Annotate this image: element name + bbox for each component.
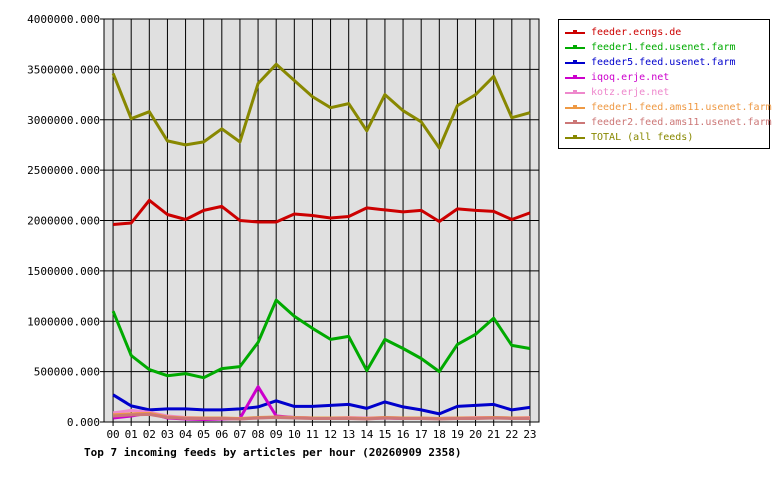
y-axis-ticks: 0.000 500000.000 1000000.000 1500000.000 200… [27, 13, 100, 429]
y-tick-label: 3500000.000 [27, 63, 100, 76]
legend-swatch [565, 75, 585, 79]
legend-label: feeder1.feed.usenet.farm [591, 42, 736, 53]
x-tick-label: 01 [125, 428, 138, 441]
series-line-0 [112, 198, 531, 226]
legend-label: iqoq.erje.net [591, 72, 670, 83]
legend: feeder.ecngs.de feeder1.feed.usenet.farm f… [558, 19, 772, 149]
x-tick-label: 14 [360, 428, 374, 441]
y-tick-label: 4000000.000 [27, 13, 100, 26]
x-tick-label: 10 [288, 428, 301, 441]
x-tick-label: 11 [306, 428, 319, 441]
y-tick-label: 0.000 [67, 416, 100, 429]
x-tick-label: 09 [270, 428, 283, 441]
x-tick-label: 17 [415, 428, 428, 441]
series-line-2 [112, 393, 531, 416]
y-tick-label: 1000000.000 [27, 315, 100, 328]
x-tick-label: 23 [523, 428, 536, 441]
x-tick-label: 16 [396, 428, 409, 441]
grid [100, 18, 539, 426]
legend-swatch [565, 120, 585, 124]
x-tick-label: 03 [161, 428, 174, 441]
x-tick-label: 22 [505, 428, 518, 441]
x-tick-label: 20 [469, 428, 482, 441]
y-tick-label: 3000000.000 [27, 114, 100, 127]
legend-swatch [565, 45, 585, 49]
x-axis-ticks: 00 01 02 03 04 05 06 07 08 09 10 11 12 13 14 15 16 17 18 19… [106, 428, 536, 441]
x-tick-label: 00 [106, 428, 119, 441]
x-tick-label: 06 [215, 428, 228, 441]
x-tick-label: 02 [143, 428, 156, 441]
x-tick-label: 04 [179, 428, 193, 441]
legend-label: kotz.erje.net [591, 87, 670, 98]
x-tick-label: 07 [233, 428, 246, 441]
series-line-6 [113, 412, 530, 421]
y-tick-label: 1500000.000 [27, 265, 100, 278]
legend-label: TOTAL (all feeds) [591, 132, 694, 143]
legend-label: feeder1.feed.ams11.usenet.farm [591, 102, 772, 113]
legend-label: feeder5.feed.usenet.farm [591, 57, 736, 68]
x-tick-label: 18 [433, 428, 446, 441]
x-tick-label: 21 [487, 428, 500, 441]
legend-label: feeder.ecngs.de [591, 27, 682, 38]
series-lines [111, 62, 531, 421]
x-tick-label: 15 [378, 428, 391, 441]
legend-swatch [565, 60, 585, 64]
legend-swatch [565, 90, 585, 94]
legend-swatch [565, 135, 585, 139]
x-tick-label: 19 [451, 428, 464, 441]
y-tick-label: 500000.000 [34, 366, 100, 379]
x-tick-label: 08 [251, 428, 264, 441]
x-tick-label: 12 [324, 428, 337, 441]
y-tick-label: 2000000.000 [27, 215, 100, 228]
y-tick-label: 2500000.000 [27, 164, 100, 177]
chart-title: Top 7 incoming feeds by articles per hou… [84, 446, 462, 459]
x-tick-label: 13 [342, 428, 355, 441]
series-line-7 [111, 62, 531, 150]
series-line-1 [111, 298, 531, 380]
x-tick-label: 05 [197, 428, 210, 441]
legend-swatch [565, 30, 585, 34]
legend-label: feeder2.feed.ams11.usenet.farm [591, 117, 772, 128]
legend-swatch [565, 105, 585, 109]
